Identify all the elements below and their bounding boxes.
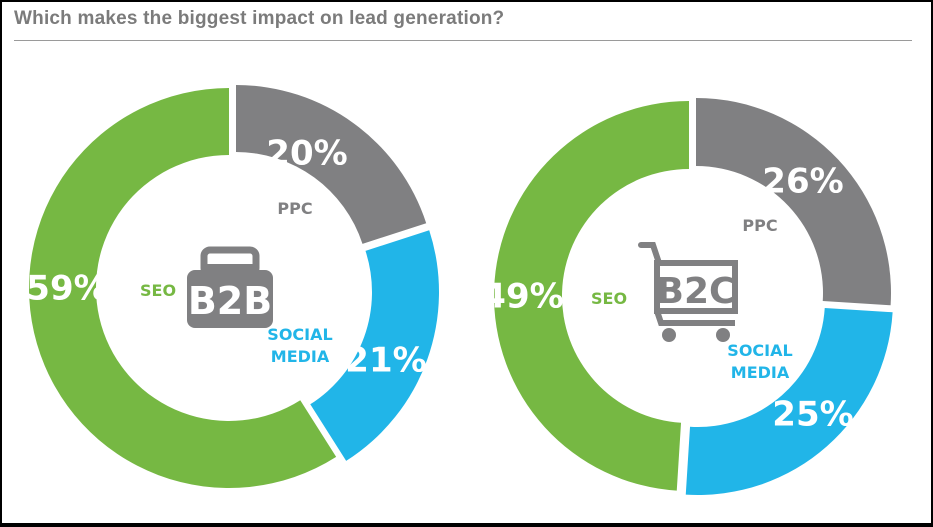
category-label-seo: SEO [591,289,627,308]
donut-slice-social-media [310,230,439,461]
category-label-seo: SEO [140,281,176,300]
badge-label-b2b: B2B [188,279,272,323]
title-divider [14,40,912,41]
donut-slice-ppc [696,98,891,306]
value-label-seo: 59% [26,269,107,309]
donut-chart-b2c: 26% 25% 49% PPC SOCIAL MEDIA SEO B2C [482,98,893,495]
value-label-ppc: 20% [266,134,347,174]
value-label-social-media: 21% [345,341,426,381]
briefcase-icon: B2B [187,246,273,328]
donut-slice-seo [28,88,337,488]
value-label-seo: 49% [482,277,563,317]
badge-label-b2c: B2C [657,271,736,312]
value-label-ppc: 26% [762,162,843,202]
category-label-social-media: SOCIAL MEDIA [727,341,792,382]
chart-title: Which makes the biggest impact on lead g… [14,8,505,29]
donut-chart-b2b: 20% 21% 59% PPC SOCIAL MEDIA SEO B2B [26,85,439,488]
shopping-cart-icon: B2C [638,242,738,342]
donut-slice-ppc [236,85,427,244]
donut-slice-seo [494,101,689,491]
value-label-social-media: 25% [772,395,853,435]
category-label-social-media: SOCIAL MEDIA [267,325,332,366]
donut-slice-social-media [685,307,893,495]
category-label-ppc: PPC [742,216,777,235]
category-label-ppc: PPC [277,199,312,218]
